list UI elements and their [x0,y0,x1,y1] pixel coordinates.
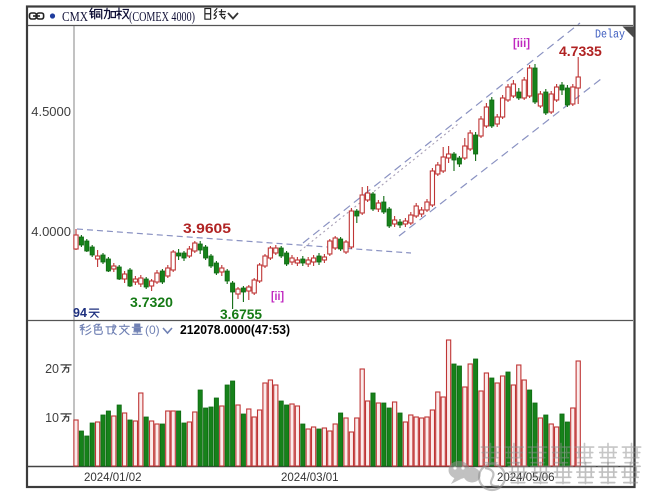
svg-text:3.9605: 3.9605 [183,221,232,236]
svg-text:212078.0000(47:53): 212078.0000(47:53) [180,323,290,337]
svg-text:3.6755: 3.6755 [220,307,262,322]
svg-text:[ii]: [ii] [271,291,284,303]
svg-text:4.5000: 4.5000 [31,104,71,119]
svg-text:(COMEX 4000): (COMEX 4000) [129,9,195,24]
svg-text:4.0000: 4.0000 [31,224,71,239]
svg-text:3.7320: 3.7320 [130,295,173,310]
svg-text:Delay: Delay [595,28,625,42]
svg-text:94: 94 [73,306,87,320]
svg-text:20: 20 [45,362,59,376]
svg-text:10: 10 [45,411,59,425]
svg-text:2024/03/01: 2024/03/01 [281,472,339,484]
svg-text:CMX: CMX [62,9,88,24]
svg-text:[iii]: [iii] [513,38,530,50]
svg-text:4.7335: 4.7335 [559,43,602,59]
svg-text:2024/01/02: 2024/01/02 [84,472,142,484]
svg-text:(0): (0) [145,323,160,337]
